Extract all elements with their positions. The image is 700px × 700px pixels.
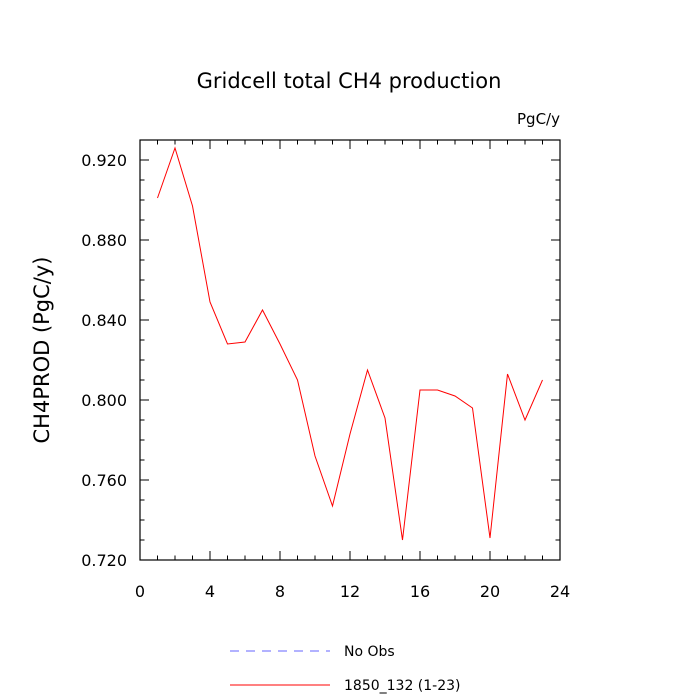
y-tick-label: 0.880: [81, 231, 127, 250]
x-tick-label: 24: [550, 582, 570, 601]
y-tick-label: 0.800: [81, 391, 127, 410]
y-axis-label: CH4PROD (PgC/y): [30, 257, 54, 444]
series-layer: [157, 146, 543, 541]
x-tick-label: 8: [275, 582, 285, 601]
y-tick-label: 0.760: [81, 471, 127, 490]
x-tick-label: 20: [480, 582, 500, 601]
x-tick-label: 16: [410, 582, 430, 601]
plot-frame: [139, 139, 561, 561]
legend-label: No Obs: [344, 644, 395, 660]
y-tick-label: 0.840: [81, 311, 127, 330]
axis-tick-labels: 0 4 8 12 16 20 24 0.720 0.760 0.800 0.840 0.880 0.92…: [81, 151, 570, 601]
x-tick-label: 0: [135, 582, 145, 601]
x-tick-label: 12: [340, 582, 360, 601]
legend: No Obs 1850_132 (1-23): [230, 644, 461, 694]
series-line: [157, 146, 543, 541]
y-tick-label: 0.920: [81, 151, 127, 170]
chart-title: Gridcell total CH4 production: [197, 69, 502, 93]
y-tick-label: 0.720: [81, 551, 127, 570]
x-tick-label: 4: [205, 582, 215, 601]
axis-ticks: [139, 139, 561, 561]
legend-label: 1850_132 (1-23): [344, 678, 461, 694]
units-label: PgC/y: [517, 110, 560, 128]
